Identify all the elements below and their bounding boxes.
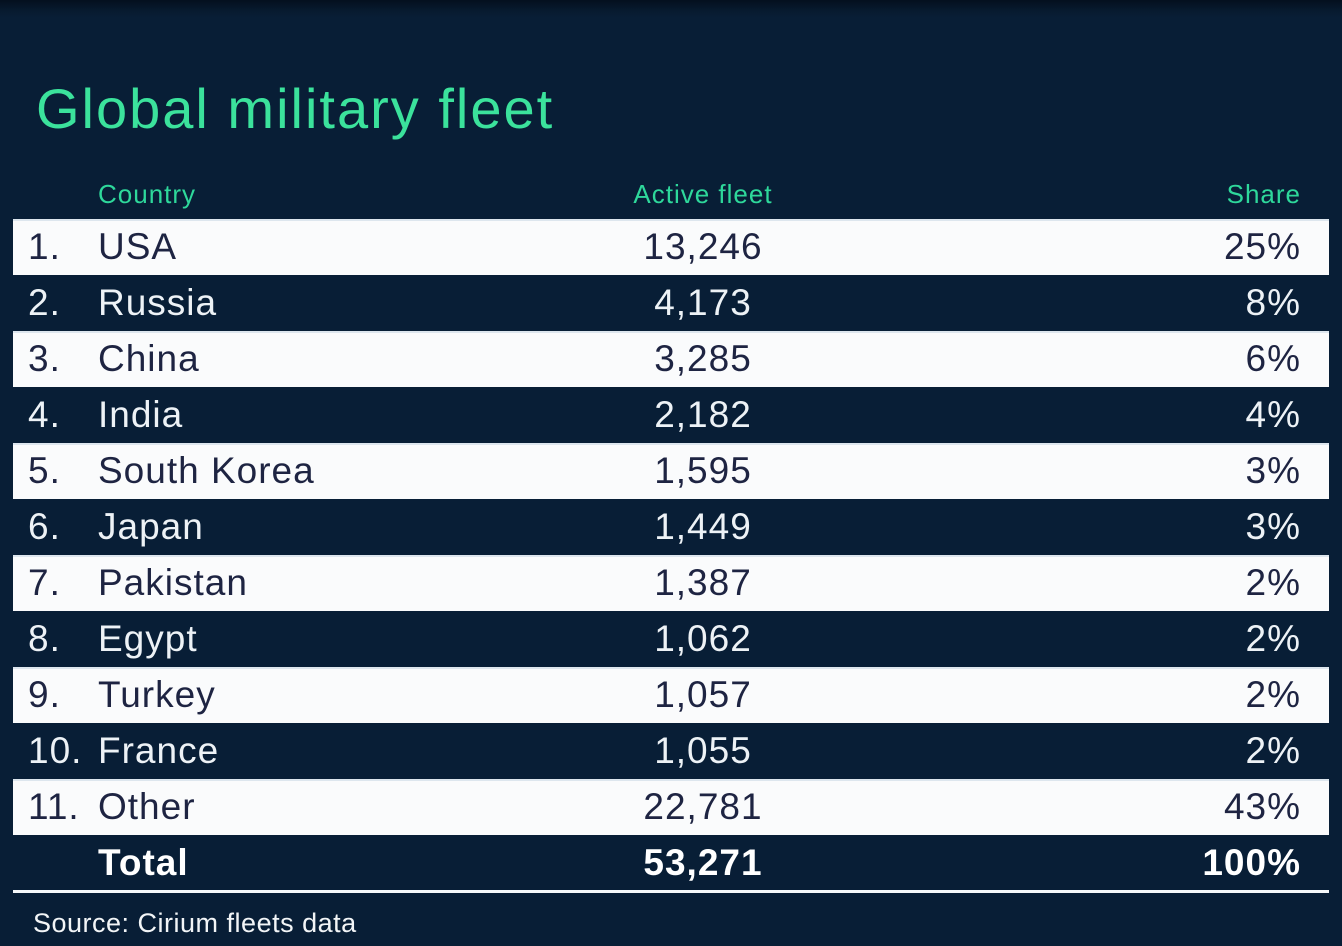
- country-cell: Russia: [98, 282, 218, 323]
- active-fleet-cell: 3,285: [654, 338, 752, 379]
- active-fleet-cell: 1,449: [654, 506, 752, 547]
- country-cell: Turkey: [98, 674, 216, 715]
- footer-divider: [13, 890, 1329, 893]
- table-total-row: Total 53,271 100%: [13, 835, 1329, 891]
- active-fleet-cell: 1,055: [654, 730, 752, 771]
- table-row: 8. Egypt 1,062 2%: [13, 611, 1329, 667]
- total-label-cell: Total: [98, 842, 189, 883]
- table-row: 9. Turkey 1,057 2%: [13, 667, 1329, 723]
- active-fleet-cell: 22,781: [643, 786, 763, 827]
- rank-cell: 5.: [28, 450, 61, 491]
- share-cell: 43%: [1223, 786, 1301, 827]
- column-header-country: Country: [98, 179, 197, 209]
- rank-cell: 3.: [28, 338, 61, 379]
- active-fleet-cell: 1,387: [654, 562, 752, 603]
- rank-cell: 8.: [28, 618, 61, 659]
- rank-cell: 2.: [28, 282, 61, 323]
- table-row: 5. South Korea 1,595 3%: [13, 443, 1329, 499]
- page-title: Global military fleet: [36, 77, 555, 140]
- country-cell: South Korea: [98, 450, 315, 491]
- table-row: 10. France 1,055 2%: [13, 723, 1329, 779]
- column-header-share: Share: [1226, 179, 1301, 209]
- rank-cell: 10.: [28, 730, 83, 771]
- country-cell: Pakistan: [98, 562, 248, 603]
- column-header-active-fleet: Active fleet: [633, 179, 773, 209]
- table-row: 2. Russia 4,173 8%: [13, 275, 1329, 331]
- rank-cell: 4.: [28, 394, 61, 435]
- share-cell: 3%: [1245, 506, 1301, 547]
- rank-cell: 6.: [28, 506, 61, 547]
- active-fleet-cell: 1,057: [654, 674, 752, 715]
- country-cell: Other: [98, 786, 196, 827]
- active-fleet-cell: 13,246: [643, 226, 763, 267]
- total-fleet-cell: 53,271: [643, 842, 763, 883]
- country-cell: Egypt: [98, 618, 198, 659]
- share-cell: 2%: [1245, 730, 1301, 771]
- country-cell: Japan: [98, 506, 204, 547]
- rank-cell: 1.: [28, 226, 61, 267]
- table-row: 7. Pakistan 1,387 2%: [13, 555, 1329, 611]
- share-cell: 6%: [1245, 338, 1301, 379]
- share-cell: 2%: [1245, 674, 1301, 715]
- table-row: 4. India 2,182 4%: [13, 387, 1329, 443]
- share-cell: 2%: [1245, 562, 1301, 603]
- active-fleet-cell: 4,173: [654, 282, 752, 323]
- active-fleet-cell: 1,062: [654, 618, 752, 659]
- rank-cell: 7.: [28, 562, 61, 603]
- rank-cell: 11.: [28, 786, 80, 827]
- country-cell: USA: [98, 226, 178, 267]
- total-share-cell: 100%: [1202, 842, 1301, 883]
- country-cell: India: [98, 394, 184, 435]
- source-credit: Source: Cirium fleets data: [33, 908, 357, 938]
- table-rows: 1. USA 13,246 25% 2. Russia 4,173 8% 3. …: [13, 219, 1329, 891]
- share-cell: 8%: [1245, 282, 1301, 323]
- share-cell: 3%: [1245, 450, 1301, 491]
- table-row: 1. USA 13,246 25%: [13, 219, 1329, 275]
- share-cell: 2%: [1245, 618, 1301, 659]
- share-cell: 25%: [1223, 226, 1301, 267]
- rank-cell: 9.: [28, 674, 61, 715]
- active-fleet-cell: 2,182: [654, 394, 752, 435]
- table-row: 11. Other 22,781 43%: [13, 779, 1329, 835]
- country-cell: China: [98, 338, 200, 379]
- active-fleet-cell: 1,595: [654, 450, 752, 491]
- country-cell: France: [98, 730, 220, 771]
- table-row: 6. Japan 1,449 3%: [13, 499, 1329, 555]
- table-row: 3. China 3,285 6%: [13, 331, 1329, 387]
- table-header: Country Active fleet Share: [13, 166, 1329, 214]
- share-cell: 4%: [1245, 394, 1301, 435]
